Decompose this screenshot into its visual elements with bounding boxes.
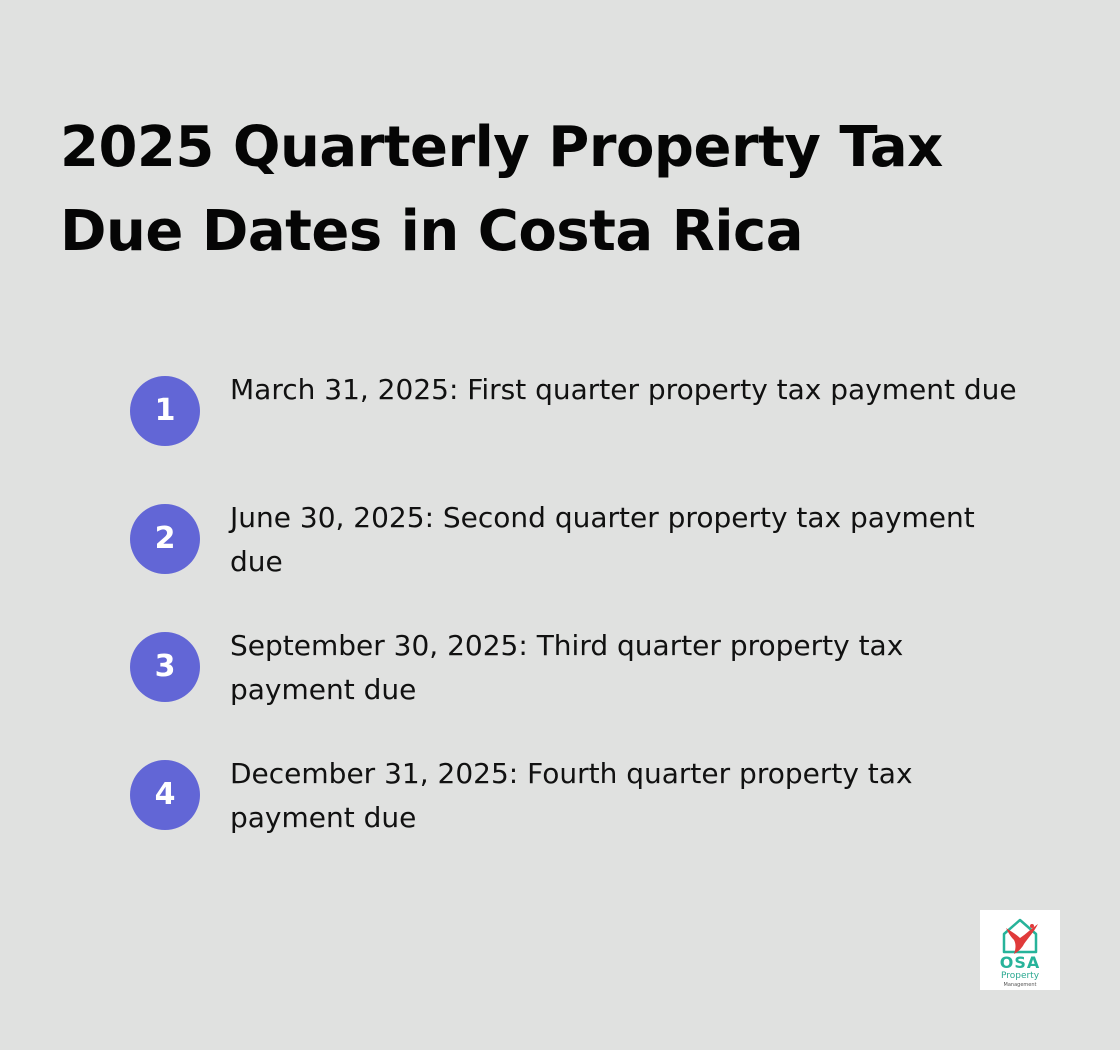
list-item-text: December 31, 2025: Fourth quarter proper… — [230, 757, 913, 834]
list-item-text: March 31, 2025: First quarter property t… — [230, 373, 1017, 406]
step-number-badge: 3 — [130, 632, 200, 702]
list-item-text: September 30, 2025: Third quarter proper… — [230, 629, 904, 706]
list-item: 2 June 30, 2025: Second quarter property… — [130, 496, 1030, 596]
step-number-badge: 4 — [130, 760, 200, 830]
house-bird-icon — [1002, 918, 1038, 954]
list-item-text: June 30, 2025: Second quarter property t… — [230, 501, 975, 578]
logo-line-1: Property — [1000, 971, 1040, 981]
step-number-badge: 2 — [130, 504, 200, 574]
logo-line-2: Management — [1003, 982, 1037, 988]
logo-name: OSA — [999, 953, 1041, 972]
list-item: 1 March 31, 2025: First quarter property… — [130, 368, 1030, 468]
page-title: 2025 Quarterly Property Tax Due Dates in… — [60, 115, 943, 264]
step-number-badge: 1 — [130, 376, 200, 446]
company-logo: OSA Property Management — [980, 910, 1060, 990]
list-item: 4 December 31, 2025: Fourth quarter prop… — [130, 752, 1030, 852]
list-item: 3 September 30, 2025: Third quarter prop… — [130, 624, 1030, 724]
